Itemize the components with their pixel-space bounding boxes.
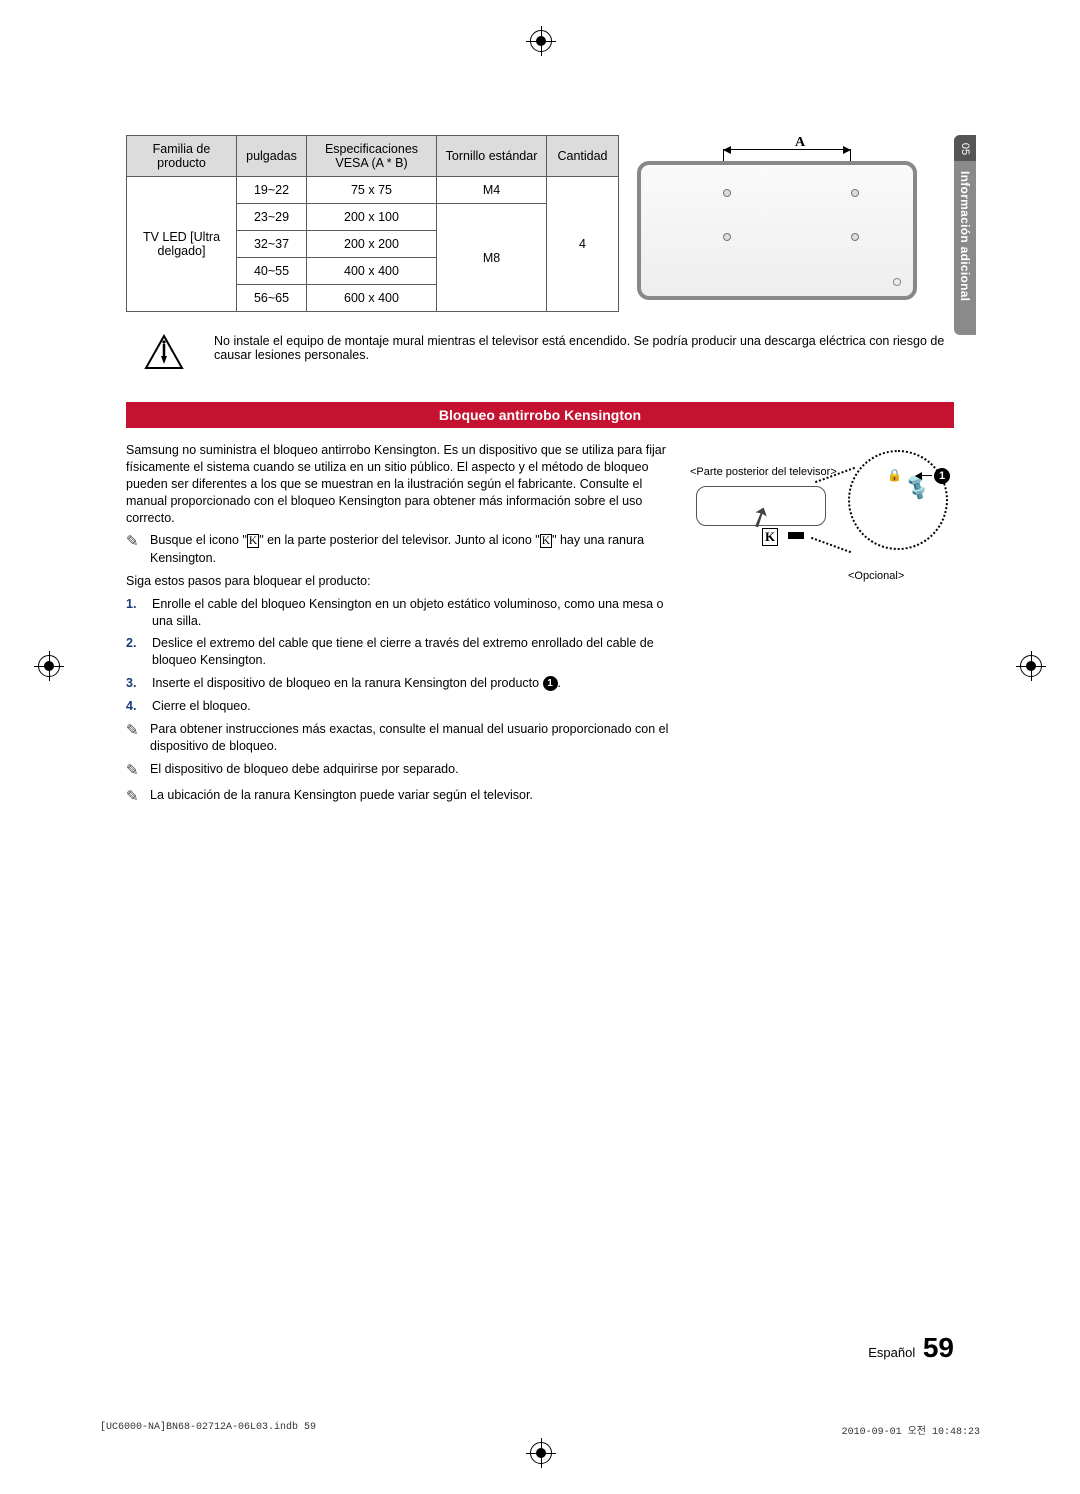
steps-list: Enrolle el cable del bloqueo Kensington … xyxy=(126,596,670,715)
kensington-slot-icon xyxy=(788,532,804,539)
note-item: ✎Para obtener instrucciones más exactas,… xyxy=(126,721,670,755)
top-row: Familia de producto pulgadas Especificac… xyxy=(126,135,954,312)
footer-lang: Español xyxy=(868,1345,915,1360)
note-text: Busque el icono "K" en la parte posterio… xyxy=(150,532,670,566)
registration-mark-right xyxy=(1020,655,1042,677)
kensington-glyph-icon: K xyxy=(540,534,552,548)
cell-vesa: 400 x 400 xyxy=(307,258,437,285)
registration-mark-bottom xyxy=(530,1442,552,1464)
cell-family: TV LED [Ultra delgado] xyxy=(127,177,237,312)
registration-mark-top xyxy=(530,30,552,52)
cell-vesa: 200 x 100 xyxy=(307,204,437,231)
warning-icon xyxy=(144,334,184,370)
cell-inches: 32~37 xyxy=(237,231,307,258)
lock-tip-icon: 🔒 xyxy=(887,468,902,482)
cell-inches: 19~22 xyxy=(237,177,307,204)
section-title-bar: Bloqueo antirrobo Kensington xyxy=(126,402,954,428)
note-item: ✎El dispositivo de bloqueo debe adquirir… xyxy=(126,761,670,781)
note-icon: ✎ xyxy=(126,761,144,781)
th-vesa: Especificaciones VESA (A * B) xyxy=(307,136,437,177)
print-job-footer: [UC6000-NA]BN68-02712A-06L03.indb 59 201… xyxy=(100,1422,980,1438)
step-item: Enrolle el cable del bloqueo Kensington … xyxy=(126,596,670,630)
warning-block: No instale el equipo de montaje mural mi… xyxy=(144,334,954,370)
step-item: Inserte el dispositivo de bloqueo en la … xyxy=(126,675,670,692)
note-item: ✎La ubicación de la ranura Kensington pu… xyxy=(126,787,670,807)
cell-inches: 23~29 xyxy=(237,204,307,231)
section-tab: 05 Información adicional xyxy=(954,135,976,335)
print-file: [UC6000-NA]BN68-02712A-06L03.indb 59 xyxy=(100,1422,316,1438)
th-family: Familia de producto xyxy=(127,136,237,177)
optional-label: <Opcional> xyxy=(848,570,904,582)
cell-vesa: 200 x 200 xyxy=(307,231,437,258)
step-item: Deslice el extremo del cable que tiene e… xyxy=(126,635,670,669)
cell-inches: 56~65 xyxy=(237,285,307,312)
dim-label-a: A xyxy=(795,135,805,151)
print-timestamp: 2010-09-01 오전 10:48:23 xyxy=(842,1422,980,1438)
callout-number: 1 xyxy=(934,468,950,484)
th-inches: pulgadas xyxy=(237,136,307,177)
callout-ref-icon: 1 xyxy=(543,676,558,691)
cell-vesa: 75 x 75 xyxy=(307,177,437,204)
cell-screw: M4 xyxy=(437,177,547,204)
kensington-diagram: <Parte posterior del televisor> K ➚ 🔒 🔩 … xyxy=(684,442,954,813)
note-icon: ✎ xyxy=(126,721,144,741)
step-item: Cierre el bloqueo. xyxy=(126,698,670,715)
note-search-icon: ✎ Busque el icono "K" en la parte poster… xyxy=(126,532,670,566)
page-number: 59 xyxy=(923,1332,954,1363)
cell-inches: 40~55 xyxy=(237,258,307,285)
section-label: Información adicional xyxy=(958,171,972,301)
vesa-spec-table: Familia de producto pulgadas Especificac… xyxy=(126,135,619,312)
th-qty: Cantidad xyxy=(547,136,619,177)
page-footer: Español 59 xyxy=(868,1332,954,1364)
text-column: Samsung no suministra el bloqueo antirro… xyxy=(126,442,670,813)
zoom-circle: 🔒 xyxy=(848,450,948,550)
kensington-glyph-icon: K xyxy=(247,534,259,548)
intro-paragraph: Samsung no suministra el bloqueo antirro… xyxy=(126,442,670,526)
registration-mark-left xyxy=(38,655,60,677)
section-number: 05 xyxy=(959,143,971,155)
cell-qty: 4 xyxy=(547,177,619,312)
note-icon: ✎ xyxy=(126,532,144,552)
cell-screw: M8 xyxy=(437,204,547,312)
steps-intro: Siga estos pasos para bloquear el produc… xyxy=(126,573,670,590)
rear-label: <Parte posterior del televisor> xyxy=(690,466,837,478)
note-icon: ✎ xyxy=(126,787,144,807)
cell-vesa: 600 x 400 xyxy=(307,285,437,312)
tv-vesa-diagram: A B xyxy=(637,143,927,308)
th-screw: Tornillo estándar xyxy=(437,136,547,177)
page-content: Familia de producto pulgadas Especificac… xyxy=(126,135,954,813)
warning-text: No instale el equipo de montaje mural mi… xyxy=(214,334,954,362)
section-body: Samsung no suministra el bloqueo antirro… xyxy=(126,442,954,813)
